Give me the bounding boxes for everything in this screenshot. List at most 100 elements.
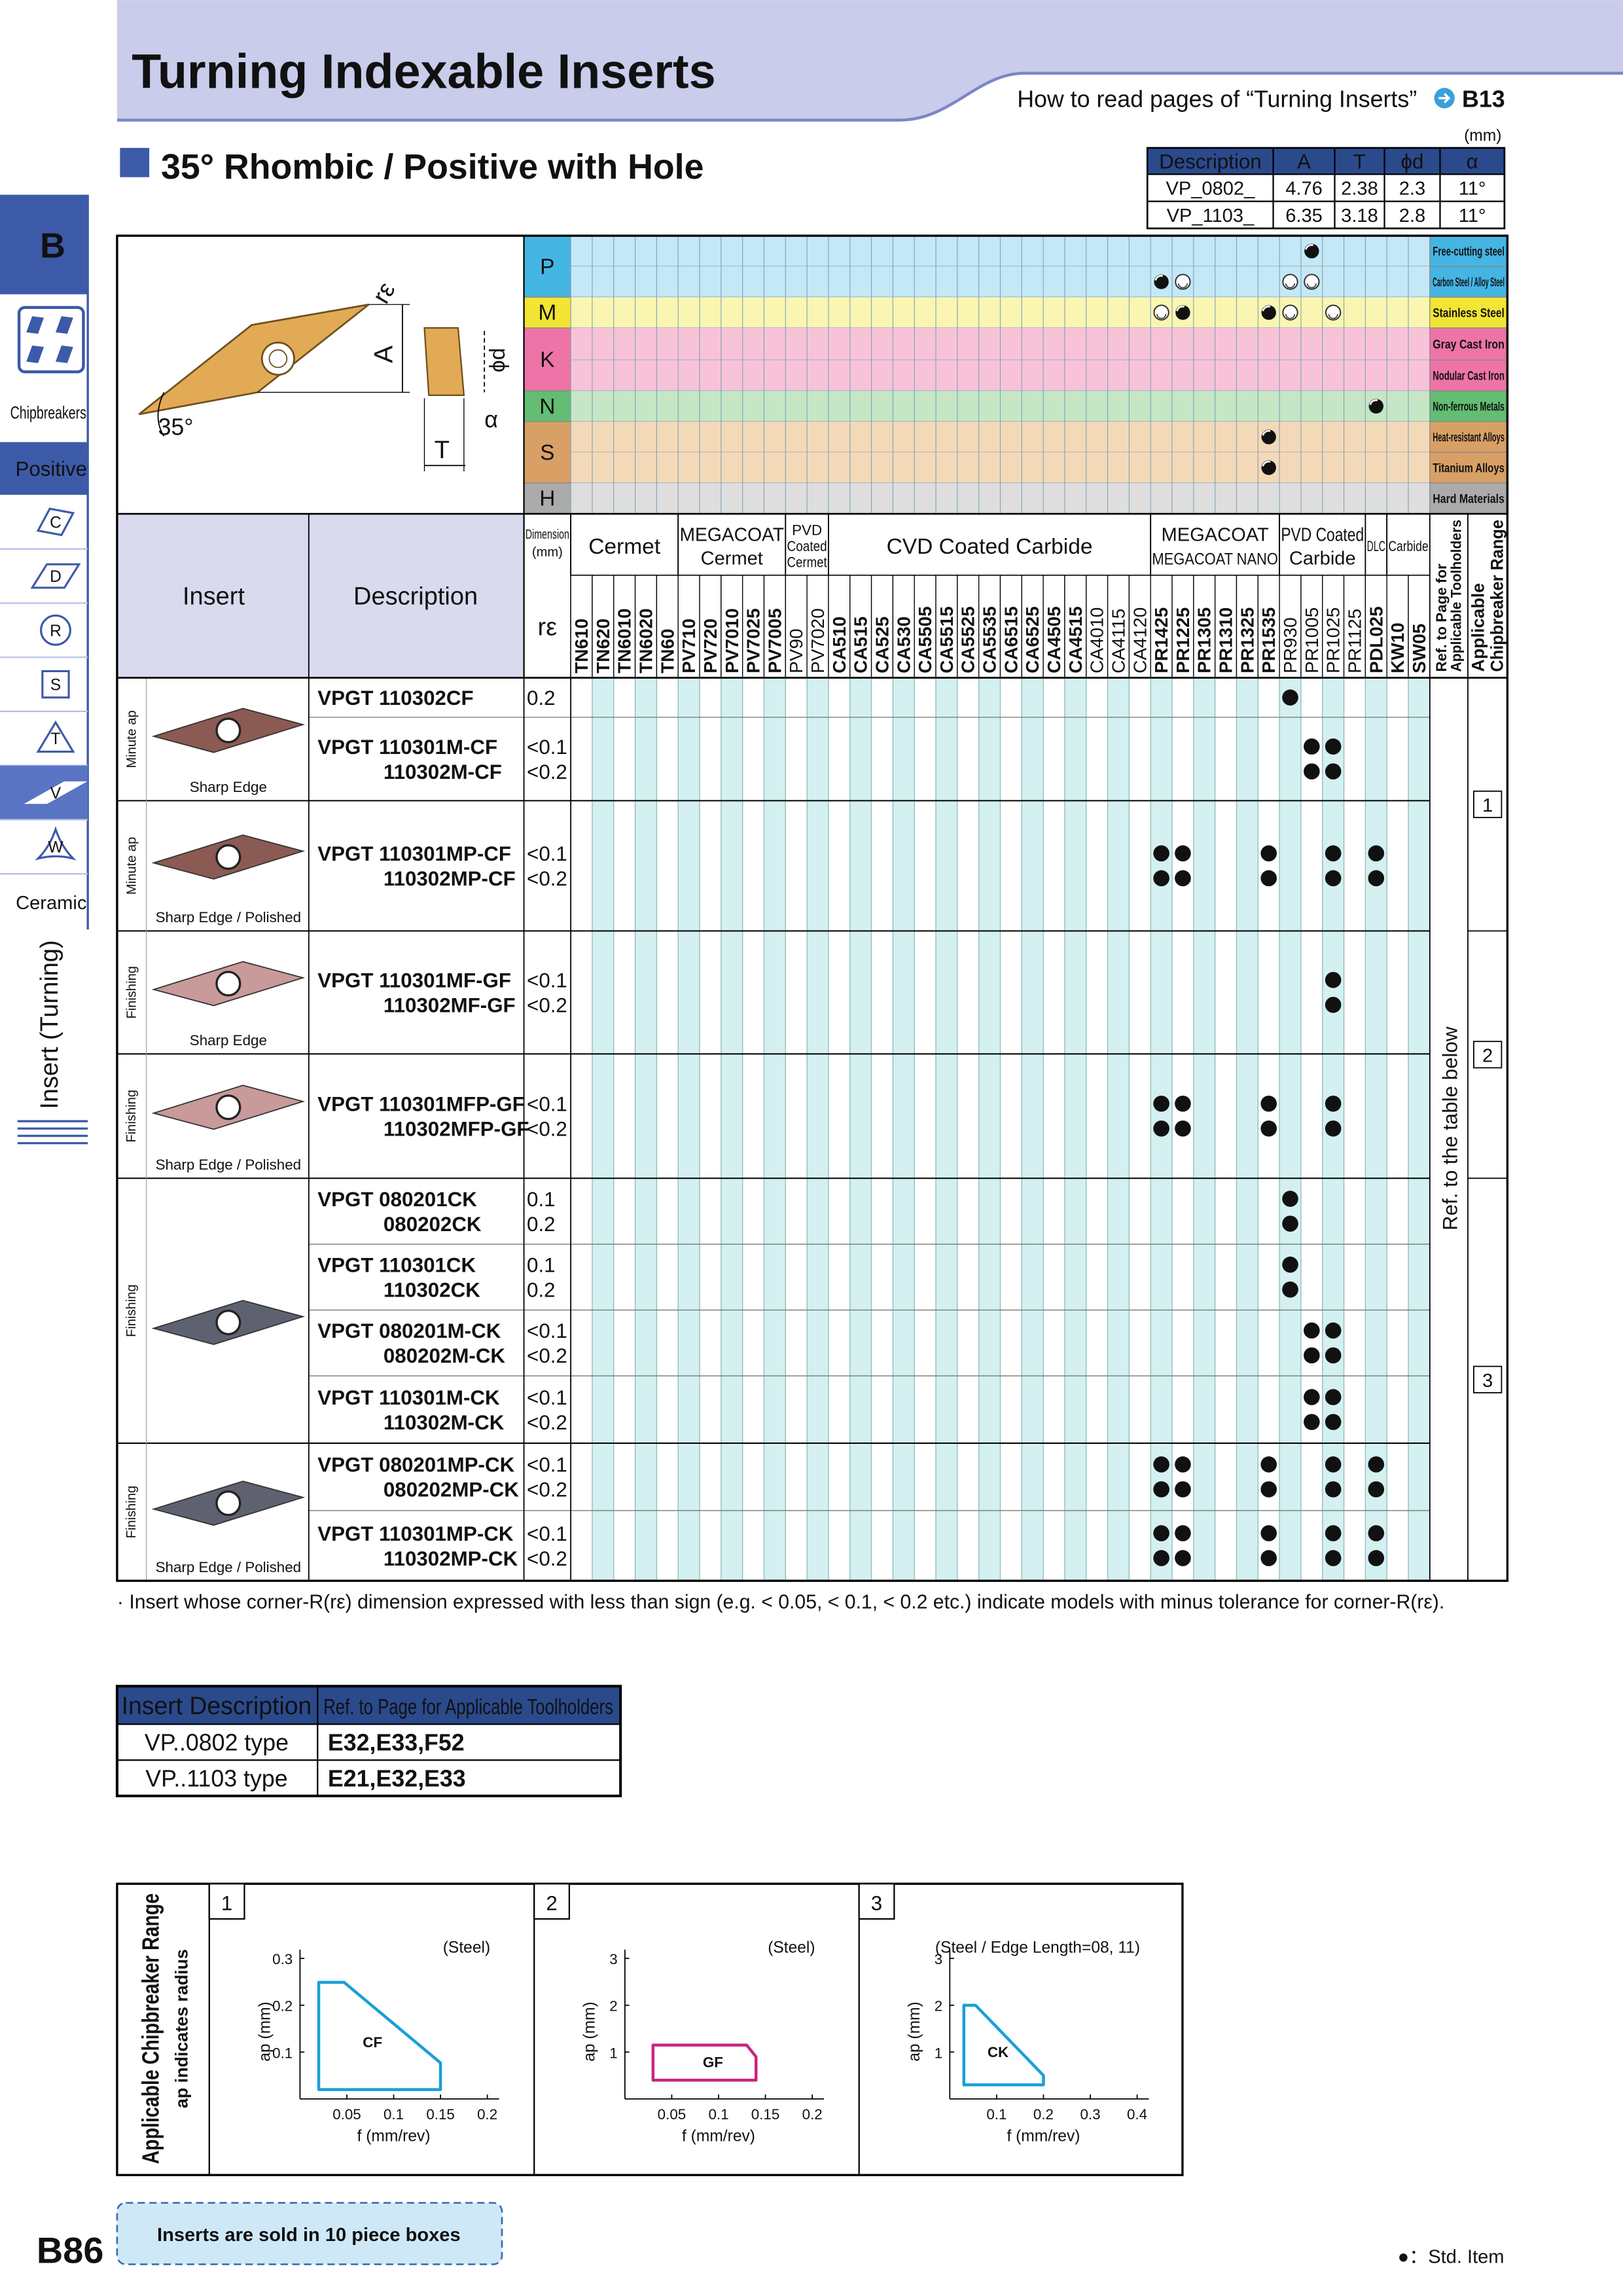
grade-header-cell: [1236, 575, 1258, 679]
sidebar-shape: [36, 507, 75, 537]
stock-mark: [1304, 1414, 1320, 1430]
sidebar-chipbreakers: Chipbreakers: [10, 403, 86, 423]
grade-group-name: Carbide: [1289, 548, 1356, 569]
insert-caption: Sharp Edge / Polished: [156, 1157, 302, 1173]
recommend-second-notch: [1306, 283, 1317, 289]
y-tick-label: 2: [609, 1998, 617, 2015]
grade-name: PV720: [700, 619, 721, 673]
grade-name: CA5505: [915, 606, 935, 673]
insert-section: [423, 327, 465, 397]
corner-radius: <0.2: [527, 1344, 567, 1367]
grade-column-bg: [957, 677, 979, 1581]
recommend-first: [1175, 305, 1190, 320]
x-axis-label: f (mm/rev): [357, 2128, 431, 2145]
chipbreaker-ref: 1: [1482, 795, 1493, 816]
material-name: Gray Cast Iron: [1433, 338, 1505, 351]
grade-header-cell: [656, 575, 679, 679]
sidebar-shape-letter: V: [50, 785, 62, 802]
grade-group-header: [1279, 513, 1366, 576]
sidebar-section: Insert (Turning): [36, 940, 63, 1109]
grade-name: PR1125: [1344, 609, 1364, 673]
grade-column-bg: [1129, 677, 1151, 1581]
stock-mark: [1153, 1456, 1169, 1473]
range-note: (Steel / Edge Length=08, 11): [935, 1939, 1140, 1956]
sidebar-shape-letter: W: [48, 839, 63, 857]
grade-header-cell: [1343, 575, 1366, 679]
box-note-bg: [116, 2202, 503, 2265]
grade-column-bg: [1022, 677, 1044, 1581]
dim-cell: 3.18: [1341, 206, 1378, 226]
grade-group-header: [1364, 513, 1388, 576]
corner-radius: <0.1: [527, 1386, 567, 1409]
stock-mark: [1325, 996, 1342, 1013]
x-axis-label: f (mm/rev): [1007, 2128, 1080, 2145]
material-name: Nodular Cast Iron: [1433, 369, 1505, 383]
description-header-text: Description: [353, 583, 478, 611]
recommend-first-notch: [1262, 460, 1271, 467]
dim-angle-label: α: [484, 406, 498, 433]
x-axis-label: f (mm/rev): [682, 2128, 755, 2145]
grade-group-name: DLC: [1367, 538, 1385, 554]
ref-header-text: Applicable Toolholders: [1448, 520, 1465, 672]
stock-mark: [1325, 1550, 1342, 1566]
grade-name: TN610: [571, 619, 592, 673]
x-tick-label: 0.2: [802, 2106, 823, 2123]
ref-box: [1473, 790, 1503, 818]
grade-group-name: Coated: [787, 538, 827, 554]
grade-name: PR1425: [1151, 607, 1171, 673]
grade-column-bg: [936, 677, 957, 1581]
grade-column-bg: [1086, 677, 1108, 1581]
x-tick-label: 0.05: [658, 2106, 687, 2123]
stock-mark: [1325, 1322, 1342, 1339]
stock-mark: [1304, 763, 1320, 780]
recommend-first: [1304, 243, 1319, 259]
grade-name: PR1025: [1323, 607, 1344, 673]
range-header-text: Applicable: [1469, 583, 1488, 672]
insert-photo-hole: [215, 1490, 241, 1516]
stock-mark: [1368, 1550, 1385, 1566]
insert-description: 110302MP-CF: [383, 867, 516, 890]
range-note: (Steel): [768, 1939, 815, 1956]
grade-name: TN620: [593, 619, 613, 673]
grade-name: CA530: [893, 617, 914, 673]
grade-name: PR1005: [1302, 607, 1322, 673]
range-title: Applicable Chipbreaker Range: [137, 1893, 164, 2164]
material-name: Hard Materials: [1433, 492, 1505, 506]
stock-mark: [1325, 1347, 1342, 1364]
grade-column-bg: [849, 677, 872, 1581]
grade-column-bg: [785, 677, 808, 1581]
grade-group-name: Cermet: [787, 554, 828, 571]
recommend-first-notch: [1305, 244, 1313, 250]
ref-box: [1473, 1041, 1503, 1069]
main-table-border: [116, 234, 1509, 1582]
stock-mark: [1368, 1481, 1385, 1498]
box-note: Inserts are sold in 10 piece boxes: [157, 2225, 461, 2246]
insert-photo-hole: [215, 1094, 241, 1121]
x-tick-label: 0.3: [1080, 2106, 1100, 2123]
page-title: Turning Indexable Inserts: [132, 44, 715, 98]
stock-mark: [1260, 1550, 1277, 1566]
corner-radius: 0.2: [527, 687, 556, 709]
grade-column-bg: [1408, 677, 1430, 1581]
grade-column-bg: [721, 677, 743, 1581]
sidebar-shape: [30, 563, 81, 589]
stock-mark: [1260, 1120, 1277, 1137]
recommend-first-notch: [1369, 399, 1378, 405]
recommend-second: [1325, 304, 1342, 321]
grade-name: PR1535: [1258, 607, 1279, 673]
shape-icon-box: [17, 306, 85, 374]
stock-mark: [1325, 971, 1342, 988]
stock-legend: ●：Std. Item: [1398, 2246, 1505, 2267]
stock-mark: [1368, 1525, 1385, 1541]
material-name-cell: [1429, 390, 1508, 422]
corner-radius: <0.1: [527, 969, 567, 992]
material-name-cell: [1429, 296, 1508, 329]
grade-column-bg: [571, 677, 592, 1581]
grade-header-cell: [1021, 575, 1044, 679]
material-name: Titanium Alloys: [1433, 461, 1505, 475]
y-tick-label: 1: [935, 2045, 942, 2061]
recommend-first: [1261, 429, 1276, 444]
insert-description: 080202CK: [383, 1213, 482, 1236]
grade-header-cell: [1043, 575, 1065, 679]
grade-name: CA4120: [1130, 607, 1150, 673]
